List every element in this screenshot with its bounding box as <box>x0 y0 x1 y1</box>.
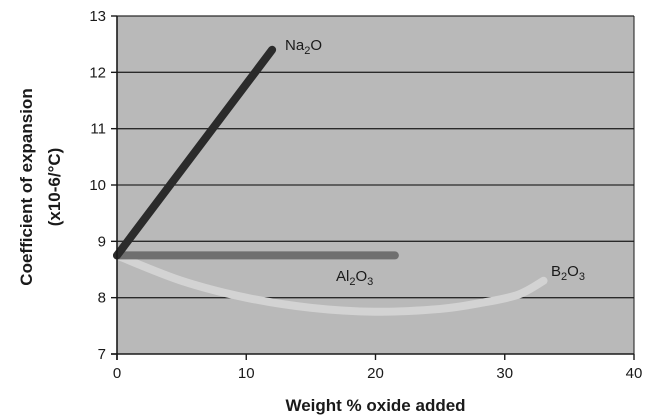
series-line <box>113 251 548 316</box>
tick-labels: 7 8 9 10 11 12 13 0 10 20 30 40 <box>89 8 642 382</box>
x-tick-label: 10 <box>238 365 255 382</box>
y-tick-label: 11 <box>90 121 106 138</box>
y-tick-label: 12 <box>89 64 106 81</box>
x-tick-label: 40 <box>626 365 643 382</box>
y-tick-label: 13 <box>89 8 106 25</box>
series-group <box>113 45 548 316</box>
series-label: Na2O <box>285 37 322 57</box>
y-tick-label: 9 <box>98 233 106 250</box>
series-label: B2O3 <box>551 263 585 283</box>
axes <box>111 15 635 360</box>
y-axis-title-line2: (x10-6/°C) <box>45 148 64 227</box>
grid-lines <box>117 15 634 299</box>
y-tick-label: 10 <box>89 177 106 194</box>
y-tick-label: 8 <box>98 290 106 307</box>
x-tick-label: 30 <box>496 365 513 382</box>
series-label: Al2O3 <box>336 268 373 288</box>
y-tick-label: 7 <box>98 346 106 363</box>
series-line <box>113 45 277 260</box>
x-tick-label: 20 <box>367 365 384 382</box>
series-labels: Na2O Al2O3 B2O3 <box>285 37 585 288</box>
y-axis-title-line1: Coefficient of expansion <box>17 88 36 285</box>
x-tick-label: 0 <box>113 365 121 382</box>
x-axis-title: Weight % oxide added <box>285 396 465 415</box>
